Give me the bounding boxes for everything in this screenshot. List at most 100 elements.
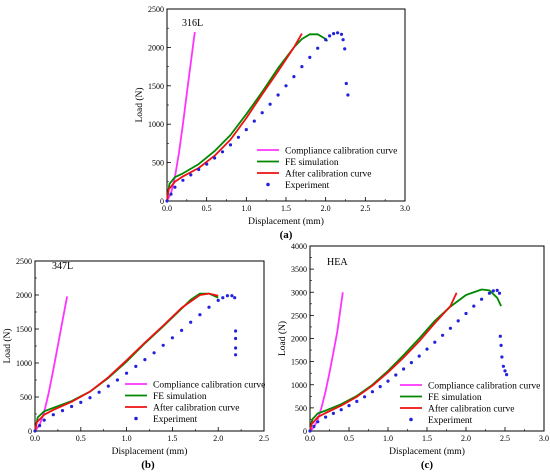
data-point-experiment (51, 413, 55, 417)
y-tick-label: 500 (295, 404, 307, 413)
data-point-experiment (284, 84, 288, 88)
y-tick-label: 2000 (16, 291, 32, 300)
y-tick-label: 1000 (291, 381, 307, 390)
x-tick-label: 2.0 (213, 434, 223, 443)
data-point-experiment (79, 400, 83, 404)
legend-label: After calibration curve (153, 403, 240, 414)
data-point-experiment (233, 296, 237, 300)
data-point-experiment (378, 385, 382, 389)
data-point-experiment (207, 305, 211, 309)
x-tick-label: 2.5 (259, 434, 269, 443)
data-point-experiment (355, 399, 359, 403)
data-point-experiment (312, 424, 316, 428)
y-tick-label: 0 (28, 427, 32, 436)
legend-swatch-experiment (409, 417, 413, 422)
data-point-experiment (228, 143, 233, 147)
x-axis-label: Displacement (mm) (112, 446, 188, 457)
y-axis-label: Load (N) (134, 87, 145, 122)
data-point-experiment (276, 93, 280, 97)
y-tick-label: 0 (303, 427, 307, 436)
x-tick-label: 1.5 (422, 434, 432, 443)
x-tick-label: 0.5 (202, 204, 212, 213)
data-point-experiment (480, 297, 484, 301)
data-point-experiment (324, 38, 328, 42)
data-point-experiment (180, 328, 184, 332)
data-point-experiment (173, 185, 177, 189)
data-point-experiment (225, 294, 229, 298)
data-point-experiment (252, 119, 256, 123)
data-point-experiment (106, 384, 110, 388)
data-point-experiment (260, 111, 264, 115)
y-tick-label: 500 (20, 393, 32, 402)
legend-swatch-experiment (134, 416, 138, 421)
panel-material-label: 316L (182, 18, 203, 29)
y-tick-label: 2500 (16, 257, 32, 266)
data-point-experiment (152, 351, 156, 355)
data-point-experiment (38, 424, 42, 428)
y-tick-label: 0 (160, 197, 164, 206)
legend-label: Experiment (285, 181, 330, 191)
data-point-experiment (316, 46, 320, 50)
data-point-experiment (497, 291, 502, 295)
x-tick-label: 1.5 (281, 204, 291, 213)
series-line-after (309, 292, 458, 432)
y-tick-label: 2000 (291, 335, 307, 344)
data-point-experiment (331, 411, 335, 415)
data-point-experiment (165, 199, 169, 203)
panel-caption: (b) (141, 459, 155, 471)
data-point-experiment (495, 288, 499, 292)
data-point-experiment (143, 358, 147, 362)
data-point-experiment (487, 291, 491, 295)
data-point-experiment (409, 361, 413, 365)
data-point-experiment (234, 346, 238, 350)
legend-label: Compliance calibration curve (153, 381, 265, 391)
data-point-experiment (197, 167, 201, 172)
x-tick-label: 2.5 (500, 434, 510, 443)
data-point-experiment (292, 75, 296, 79)
series-line-fe (166, 33, 329, 202)
data-point-experiment (363, 395, 367, 399)
data-point-experiment (472, 304, 476, 308)
series-line-after (166, 33, 303, 202)
data-point-experiment (402, 367, 406, 371)
data-point-experiment (230, 294, 234, 298)
data-point-experiment (88, 396, 92, 400)
x-tick-label: 0.0 (305, 434, 315, 443)
legend-label: After calibration curve (285, 169, 372, 180)
series-line-compliance (309, 292, 344, 432)
data-point-experiment (220, 150, 225, 154)
y-tick-label: 3500 (291, 265, 307, 274)
data-point-experiment (433, 340, 437, 344)
data-point-experiment (169, 192, 173, 196)
data-point-experiment (394, 373, 398, 377)
y-tick-label: 2500 (148, 5, 164, 14)
series-line-fe (309, 288, 502, 432)
data-point-experiment (441, 333, 445, 337)
data-point-experiment (448, 326, 452, 330)
data-point-experiment (236, 135, 240, 139)
data-point-experiment (234, 329, 238, 333)
legend-label: Experiment (153, 415, 198, 425)
y-tick-label: 1500 (291, 358, 307, 367)
y-tick-label: 1000 (16, 359, 32, 368)
data-point-experiment (60, 409, 65, 413)
data-point-experiment (234, 336, 238, 341)
legend-label: Experiment (428, 416, 473, 426)
series-line-compliance (166, 31, 196, 202)
data-point-experiment (343, 47, 347, 51)
series-line-after (34, 292, 219, 432)
y-axis-label: Load (N) (2, 328, 13, 363)
x-tick-label: 1.5 (167, 434, 177, 443)
y-axis-label: Load (N) (277, 321, 288, 356)
x-tick-label: 1.0 (383, 434, 393, 443)
y-tick-label: 2000 (148, 43, 164, 52)
data-point-experiment (339, 32, 344, 36)
legend-label: FE simulation (428, 393, 482, 403)
legend-label: After calibration curve (428, 404, 515, 415)
legend-swatch-experiment (266, 182, 270, 187)
x-tick-label: 0.0 (30, 434, 40, 443)
data-point-experiment (464, 311, 468, 316)
x-tick-label: 0.5 (344, 434, 354, 443)
